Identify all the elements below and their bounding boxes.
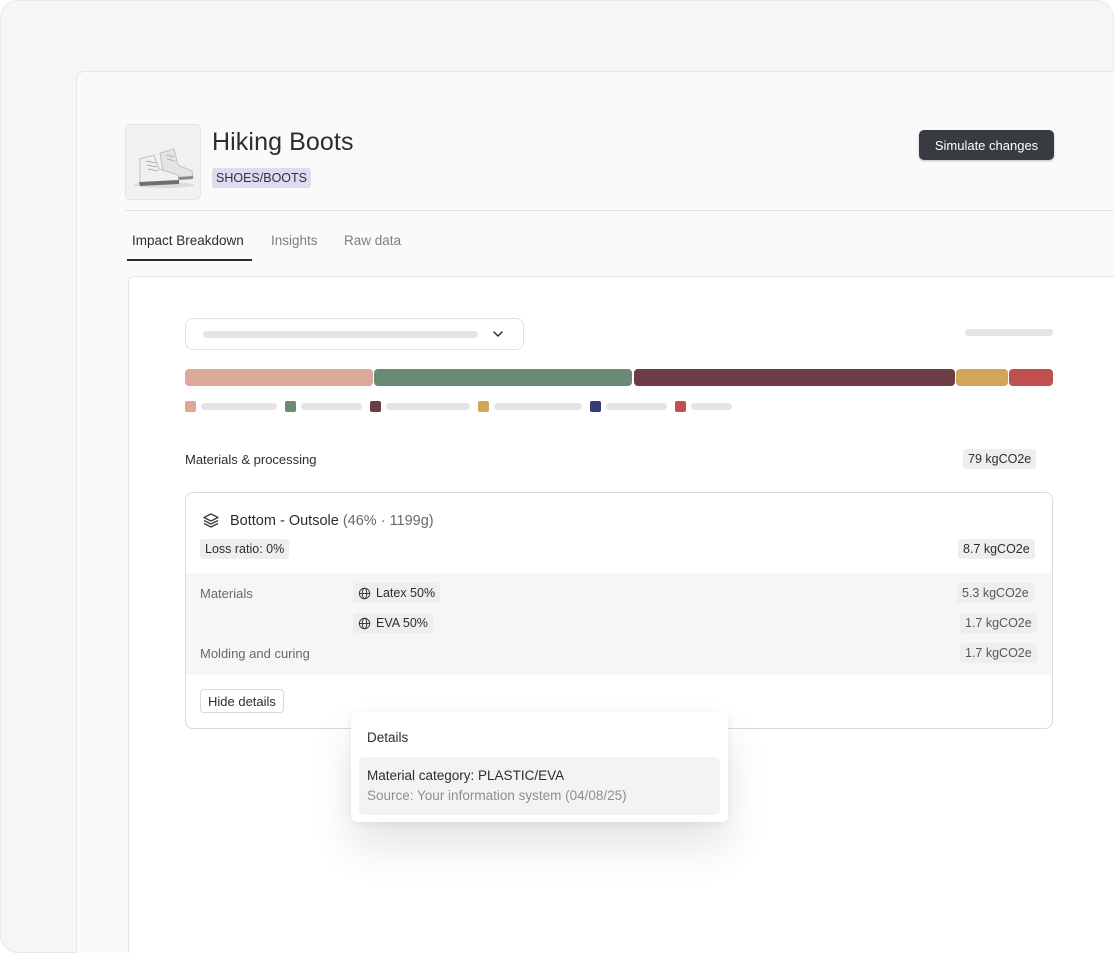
product-title: Hiking Boots (212, 128, 354, 156)
component-card: Bottom - Outsole (46% · 1199g) Loss rati… (185, 492, 1053, 729)
material-impact-badge: 5.3 kgCO2e (957, 583, 1034, 603)
globe-icon (358, 587, 371, 599)
legend-swatch (590, 401, 601, 412)
component-meta: (46% · 1199g) (342, 513, 434, 529)
header-divider (125, 210, 1114, 211)
tab-insights[interactable]: Insights (271, 233, 318, 248)
tab-raw-data[interactable]: Raw data (344, 233, 402, 248)
impact-stacked-bar (185, 369, 1053, 386)
popover-title: Details (367, 730, 409, 745)
process-label: Molding and curing (200, 646, 310, 661)
hide-details-button[interactable]: Hide details (200, 689, 284, 713)
segment-3[interactable] (634, 369, 955, 386)
component-details: Materials Latex 50% 5.3 kgCO2e (186, 573, 1052, 675)
segment-1[interactable] (185, 369, 373, 386)
material-name: EVA 50% (376, 616, 428, 630)
legend-swatch (478, 401, 489, 412)
summary-placeholder-bar (965, 329, 1053, 336)
legend-swatch (185, 401, 196, 412)
impact-panel: Materials & processing 79 kgCO2e Bottom … (128, 276, 1114, 953)
section-total-badge: 79 kgCO2e (963, 449, 1037, 469)
category-badge: SHOES/BOOTS (212, 168, 311, 188)
legend-swatch (370, 401, 381, 412)
segment-5[interactable] (1009, 369, 1053, 386)
segment-4[interactable] (956, 369, 1008, 386)
materials-label: Materials (200, 586, 253, 601)
legend-label-bar (301, 403, 362, 410)
loss-ratio-badge: Loss ratio: 0% (200, 539, 290, 559)
process-impact-badge: 1.7 kgCO2e (960, 643, 1037, 663)
material-impact-badge: 1.7 kgCO2e (960, 613, 1037, 633)
active-tab-indicator (127, 259, 252, 261)
legend-label-bar (494, 403, 582, 410)
legend-label-bar (386, 403, 470, 410)
material-name: Latex 50% (376, 586, 436, 600)
app-window: Hiking Boots SHOES/BOOTS Simulate change… (76, 71, 1114, 953)
data-source: Source: Your information system (04/08/2… (367, 788, 627, 803)
component-impact-badge: 8.7 kgCO2e (958, 539, 1035, 559)
section-label: Materials & processing (185, 452, 317, 467)
legend-swatch (285, 401, 296, 412)
select-placeholder-bar (203, 331, 478, 338)
chevron-down-icon (493, 331, 503, 337)
component-title: Bottom - Outsole (46% · 1199g) (230, 513, 434, 529)
material-pill-latex[interactable]: Latex 50% (353, 583, 441, 603)
segment-2[interactable] (374, 369, 632, 386)
breakdown-select[interactable] (185, 318, 524, 350)
legend-label-bar (691, 403, 732, 410)
simulate-changes-button[interactable]: Simulate changes (919, 130, 1054, 160)
legend-label-bar (606, 403, 667, 410)
component-name: Bottom - Outsole (230, 513, 339, 529)
globe-icon (358, 617, 371, 629)
product-thumbnail (125, 124, 201, 200)
details-popover: Details Material category: PLASTIC/EVA S… (351, 712, 728, 822)
layers-icon (203, 513, 219, 528)
legend-label-bar (201, 403, 277, 410)
hiking-boot-image (126, 125, 200, 199)
legend-swatch (675, 401, 686, 412)
material-pill-eva[interactable]: EVA 50% (353, 613, 433, 633)
tab-impact-breakdown[interactable]: Impact Breakdown (132, 233, 244, 248)
popover-content: Material category: PLASTIC/EVA Source: Y… (359, 757, 720, 815)
material-category: Material category: PLASTIC/EVA (367, 768, 565, 783)
